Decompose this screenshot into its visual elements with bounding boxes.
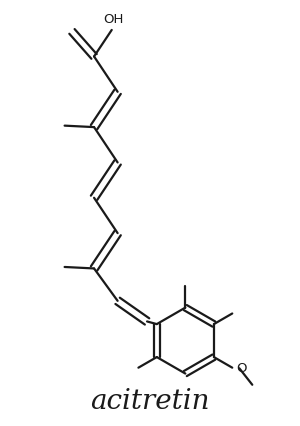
Text: acitretin: acitretin (90, 388, 210, 414)
Text: O: O (236, 361, 247, 374)
Text: OH: OH (103, 13, 123, 26)
